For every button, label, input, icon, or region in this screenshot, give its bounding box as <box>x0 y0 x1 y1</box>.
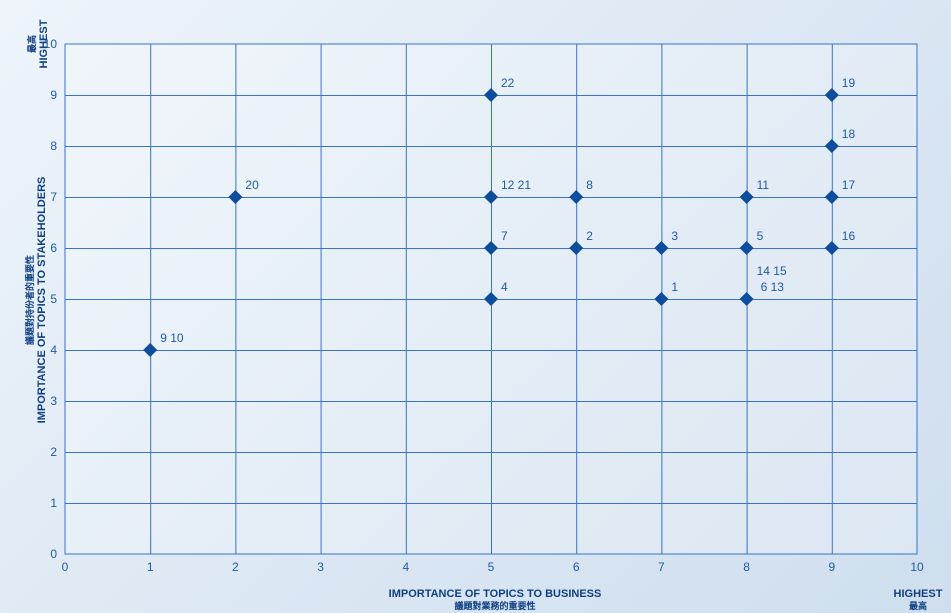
x-highest-zh: 最高 <box>908 601 927 611</box>
x-tick-label: 2 <box>232 560 239 574</box>
y-tick-label: 9 <box>50 88 57 102</box>
data-point-label: 11 <box>757 178 770 192</box>
data-point-label: 17 <box>842 178 856 192</box>
data-point-marker <box>824 88 839 102</box>
data-point-marker <box>569 190 584 204</box>
data-point-marker <box>484 292 498 306</box>
data-point-label: 4 <box>501 280 508 294</box>
x-tick-label: 5 <box>488 560 495 574</box>
data-point-label: 22 <box>501 76 515 90</box>
data-point-marker <box>824 241 839 255</box>
data-point-label: 18 <box>842 127 856 141</box>
data-point-marker <box>484 241 498 255</box>
data-point-marker <box>824 139 839 153</box>
y-tick-label: 1 <box>50 496 57 510</box>
data-point-marker <box>654 241 669 255</box>
x-tick-label: 6 <box>573 560 580 574</box>
data-point-marker <box>228 190 243 204</box>
data-point-label: 3 <box>671 229 678 243</box>
y-axis-highest-label: 最高 HIGHEST <box>26 20 50 69</box>
data-point-label: 20 <box>245 178 259 192</box>
data-point-label: 9 10 <box>160 331 184 345</box>
y-tick-label: 6 <box>50 241 57 255</box>
data-point-label: 8 <box>586 178 593 192</box>
y-axis-title: 議題對持份者的重要性 IMPORTANCE OF TOPICS TO STAKE… <box>24 177 48 424</box>
data-point-marker <box>484 190 498 204</box>
x-tick-label: 9 <box>828 560 835 574</box>
y-tick-label: 7 <box>50 190 57 204</box>
y-tick-label: 10 <box>44 37 58 51</box>
y-axis-title-en: IMPORTANCE OF TOPICS TO STAKEHOLDERS <box>36 176 48 424</box>
x-axis-title-en: IMPORTANCE OF TOPICS TO BUSINESS <box>388 588 602 600</box>
data-point-label: 14 15 <box>757 264 787 278</box>
data-point-marker <box>824 190 839 204</box>
data-point-label: 12 21 <box>501 178 531 192</box>
data-point-label: 2 <box>586 229 593 243</box>
data-point-label: 1 <box>671 280 678 294</box>
y-tick-label: 0 <box>50 547 57 561</box>
y-highest-en: HIGHEST <box>38 19 50 69</box>
y-tick-label: 4 <box>50 343 57 357</box>
data-point-label: 7 <box>501 229 508 243</box>
y-tick-label: 3 <box>50 394 57 408</box>
x-tick-label: 8 <box>743 560 750 574</box>
data-point-label: 16 <box>842 229 856 243</box>
x-tick-label: 0 <box>62 560 69 574</box>
y-tick-label: 2 <box>50 445 57 459</box>
data-point-marker <box>739 292 754 306</box>
x-axis-title: IMPORTANCE OF TOPICS TO BUSINESS 議題對業務的重… <box>389 588 602 612</box>
data-point-marker <box>484 88 498 102</box>
y-tick-label: 8 <box>50 139 57 153</box>
data-point-marker <box>143 343 158 357</box>
data-point-marker <box>654 292 669 306</box>
y-axis-title-zh: 議題對持份者的重要性 <box>25 254 35 346</box>
x-tick-label: 10 <box>910 560 924 574</box>
data-point-marker <box>569 241 584 255</box>
x-axis-highest-label: HIGHEST 最高 <box>894 588 943 612</box>
data-point-label: 19 <box>842 76 856 90</box>
y-tick-label: 5 <box>50 292 57 306</box>
data-point-marker <box>739 241 754 255</box>
x-axis-title-zh: 議題對業務的重要性 <box>454 601 536 611</box>
data-point-label: 5 <box>757 229 764 243</box>
x-tick-label: 3 <box>317 560 324 574</box>
data-point-marker <box>739 190 754 204</box>
x-tick-label: 1 <box>147 560 154 574</box>
x-tick-label: 7 <box>658 560 665 574</box>
x-highest-en: HIGHEST <box>893 588 943 600</box>
x-tick-label: 4 <box>402 560 409 574</box>
data-point-label: 6 13 <box>761 280 785 294</box>
y-highest-zh: 最高 <box>27 35 37 54</box>
